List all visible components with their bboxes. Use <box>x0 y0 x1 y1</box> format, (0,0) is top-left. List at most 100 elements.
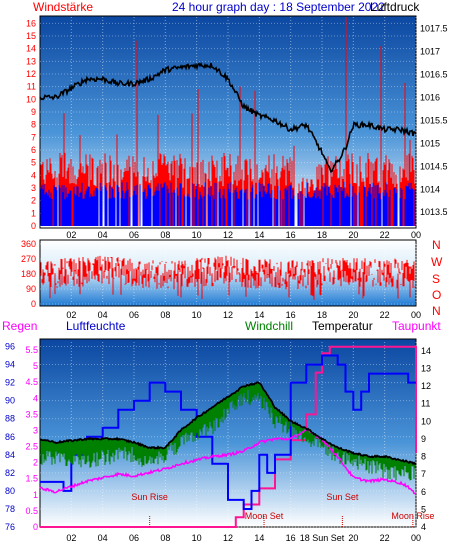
y-tick-label: 90 <box>26 284 36 294</box>
luftdruck-label: Luftdruck <box>370 0 420 14</box>
x-tick-label: 04 <box>98 533 108 543</box>
annotation-label: Moon Rise <box>391 511 434 521</box>
y-tick-label: 9 <box>421 434 426 444</box>
temp-humidity-series <box>39 345 417 528</box>
y-tick-label: 1015 <box>420 138 440 148</box>
y-tick-label: 5.5 <box>25 345 38 355</box>
x-tick-label: 18 Sun Set <box>300 533 345 543</box>
compass-label: O <box>432 288 441 302</box>
windchill-label: Windchill <box>245 319 293 333</box>
y-tick-label: 3 <box>33 425 38 435</box>
y-tick-label: 11 <box>421 399 430 409</box>
y-tick-label: 14 <box>26 44 36 54</box>
y-tick-label: 16 <box>26 18 36 28</box>
y-tick-label: 2.5 <box>25 442 38 452</box>
y-tick-label: 96 <box>5 342 15 352</box>
y-tick-label: 13 <box>421 363 431 373</box>
x-tick-label: 14 <box>254 310 264 320</box>
x-tick-label: 08 <box>160 230 170 240</box>
y-tick-label: 0 <box>31 299 36 309</box>
y-tick-label: 180 <box>21 269 36 279</box>
wind-average-series <box>40 181 416 226</box>
y-tick-label: 1.5 <box>25 474 38 484</box>
y-tick-label: 0 <box>33 522 38 532</box>
x-tick-label: 02 <box>66 533 76 543</box>
luftdruck-series <box>39 61 417 174</box>
temperatur-series <box>39 381 417 465</box>
x-tick-label: 04 <box>98 230 108 240</box>
y-tick-label: 4 <box>33 393 38 403</box>
y-tick-label: 13 <box>26 56 36 66</box>
compass-label: S <box>432 272 440 286</box>
x-tick-label: 10 <box>192 230 202 240</box>
y-tick-label: 3 <box>31 183 36 193</box>
x-tick-label: 20 <box>348 230 358 240</box>
y-tick-label: 7 <box>31 132 36 142</box>
x-tick-label: 08 <box>160 533 170 543</box>
y-tick-label: 1 <box>33 490 38 500</box>
x-tick-label: 12 <box>223 310 233 320</box>
annotation-label: Moon Set <box>245 511 284 521</box>
y-tick-label: 1 <box>31 208 36 218</box>
y-tick-label: 360 <box>21 239 36 249</box>
wind-pressure-series <box>39 17 417 226</box>
y-tick-label: 270 <box>21 254 36 264</box>
y-tick-label: 5 <box>33 361 38 371</box>
wind-direction-axis: 0 90 180 270 360 <box>21 239 36 309</box>
y-tick-label: 12 <box>421 381 431 391</box>
y-tick-label: 80 <box>5 486 15 496</box>
luftfeuchte-label: Luftfeuchte <box>66 319 126 333</box>
x-tick-label: 22 <box>380 310 390 320</box>
windchill-series <box>40 382 416 481</box>
compass-label: N <box>432 304 441 318</box>
y-tick-label: 10 <box>421 416 431 426</box>
taupunkt-series <box>39 428 417 495</box>
x-tick-label: 00 <box>411 230 421 240</box>
compass-label: W <box>431 255 443 269</box>
y-tick-label: 1014 <box>420 184 440 194</box>
wind-direction-time-axis: 02 04 06 08 10 12 14 16 18 20 22 00 <box>66 310 421 320</box>
y-tick-label: 11 <box>27 82 36 92</box>
y-tick-label: 15 <box>26 31 36 41</box>
x-tick-label: 16 <box>286 533 296 543</box>
y-tick-label: 4 <box>421 522 426 532</box>
wind-pressure-time-axis: 02 04 06 08 10 12 14 16 18 20 22 00 <box>66 230 421 240</box>
x-tick-label: 08 <box>160 310 170 320</box>
astro-annotations: Sun Rise Moon Set Sun Set Moon Rise <box>131 492 434 527</box>
y-tick-label: 1015.5 <box>420 115 448 125</box>
y-tick-label: 82 <box>5 468 15 478</box>
wind-direction-series <box>40 255 416 300</box>
y-tick-label: 6 <box>31 145 36 155</box>
y-tick-label: 5 <box>421 504 426 514</box>
taupunkt-label: Taupunkt <box>392 319 441 333</box>
humidity-axis: 76 78 80 82 84 86 88 90 92 94 96 <box>5 342 15 532</box>
y-tick-label: 76 <box>5 522 15 532</box>
x-tick-label: 10 <box>192 310 202 320</box>
y-tick-label: 88 <box>5 414 15 424</box>
y-tick-label: 12 <box>26 69 36 79</box>
x-tick-label: 00 <box>411 533 421 543</box>
y-tick-label: 1017.5 <box>420 23 448 33</box>
x-tick-label: 20 <box>348 533 358 543</box>
y-tick-label: 78 <box>5 504 15 514</box>
y-tick-label: 92 <box>5 378 15 388</box>
temperatur-label: Temperatur <box>312 319 373 333</box>
x-tick-label: 04 <box>98 310 108 320</box>
y-tick-label: 90 <box>5 396 15 406</box>
y-tick-label: 3.5 <box>25 409 38 419</box>
y-tick-label: 1016.5 <box>420 69 448 79</box>
temp-humidity-time-axis: 02 04 06 08 10 12 14 16 18 Sun Set 20 22 00 <box>66 533 421 543</box>
y-tick-label: 1013.5 <box>420 207 448 217</box>
y-tick-label: 6 <box>421 487 426 497</box>
regen-label: Regen <box>2 319 37 333</box>
x-tick-label: 22 <box>380 533 390 543</box>
x-tick-label: 22 <box>380 230 390 240</box>
y-tick-label: 4 <box>31 170 36 180</box>
y-tick-label: 10 <box>26 94 36 104</box>
x-tick-label: 14 <box>254 230 264 240</box>
y-tick-label: 14 <box>421 346 431 356</box>
x-tick-label: 16 <box>286 310 296 320</box>
y-tick-label: 8 <box>31 120 36 130</box>
